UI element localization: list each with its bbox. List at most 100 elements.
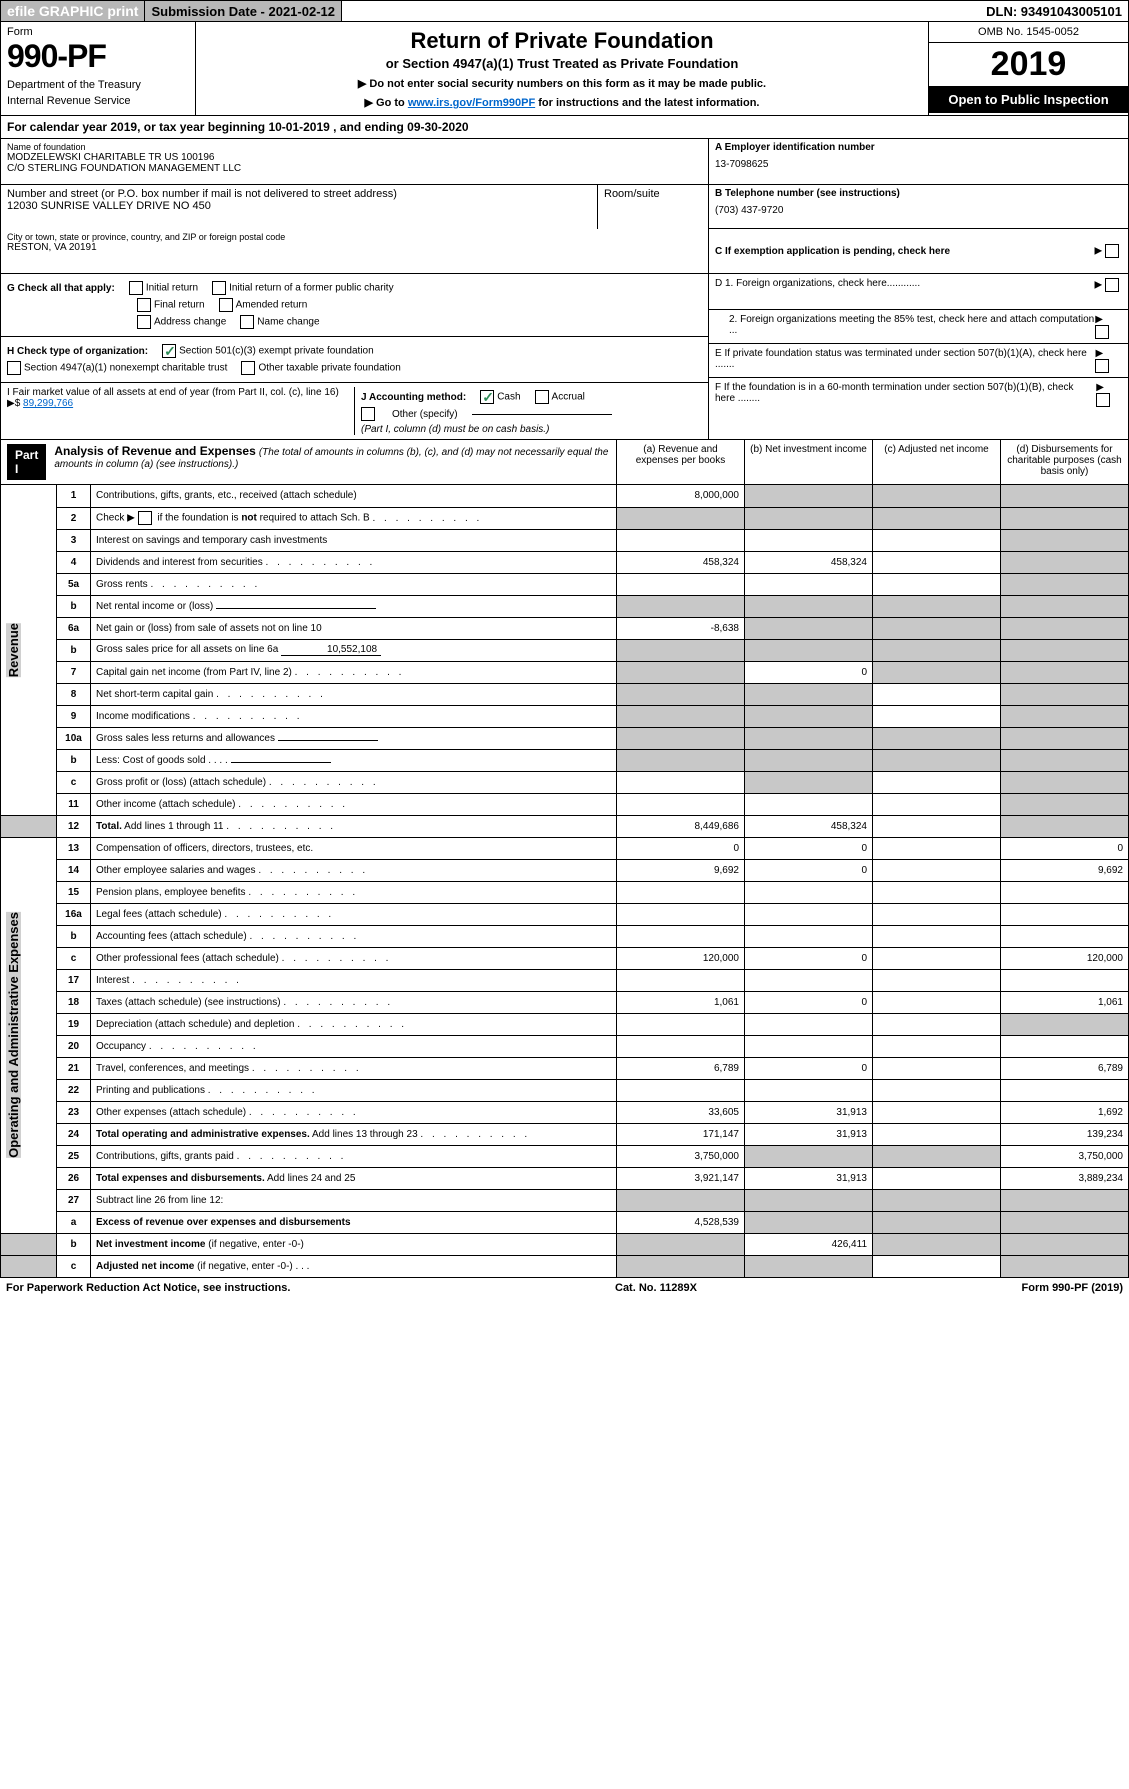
r24-desc: Total operating and administrative expen… — [91, 1123, 617, 1145]
chk-cash[interactable] — [480, 390, 494, 404]
r6a-num: 6a — [57, 617, 91, 639]
chk-amended[interactable] — [219, 298, 233, 312]
c-checkbox[interactable] — [1105, 244, 1119, 258]
chk-final[interactable] — [137, 298, 151, 312]
r17-num: 17 — [57, 969, 91, 991]
row-13: Operating and Administrative Expenses13C… — [1, 837, 1129, 859]
chk-4947[interactable] — [7, 361, 21, 375]
r27a-a: 4,528,539 — [617, 1211, 745, 1233]
city-cell: City or town, state or province, country… — [1, 229, 708, 273]
col-a-hdr: (a) Revenue and expenses per books — [616, 440, 744, 484]
g-section: G Check all that apply: Initial return I… — [1, 274, 708, 337]
r10b-num: b — [57, 749, 91, 771]
r23-desc: Other expenses (attach schedule) — [91, 1101, 617, 1123]
r6b-num: b — [57, 639, 91, 661]
r21-a: 6,789 — [617, 1057, 745, 1079]
lbl-501c3: Section 501(c)(3) exempt private foundat… — [179, 346, 374, 357]
row-11: 11Other income (attach schedule) — [1, 793, 1129, 815]
lbl-other-tax: Other taxable private foundation — [258, 363, 400, 374]
dln: DLN: 93491043005101 — [980, 1, 1128, 21]
col-d-hdr: (d) Disbursements for charitable purpose… — [1000, 440, 1128, 484]
r23-num: 23 — [57, 1101, 91, 1123]
name-2: C/O STERLING FOUNDATION MANAGEMENT LLC — [7, 163, 702, 174]
r24-a: 171,147 — [617, 1123, 745, 1145]
chk-other-method[interactable] — [361, 407, 375, 421]
r6b-inline: 10,552,108 — [281, 644, 381, 656]
d1-checkbox[interactable] — [1105, 278, 1119, 292]
r3-desc: Interest on savings and temporary cash i… — [91, 529, 617, 551]
chk-sch-b[interactable] — [138, 511, 152, 525]
r16c-num: c — [57, 947, 91, 969]
r12-b: 458,324 — [745, 815, 873, 837]
name-label: Name of foundation — [7, 142, 702, 152]
instr-1: ▶ Do not enter social security numbers o… — [202, 77, 922, 90]
irs-link[interactable]: www.irs.gov/Form990PF — [408, 97, 535, 109]
addr-value: 12030 SUNRISE VALLEY DRIVE NO 450 — [7, 200, 591, 212]
r27-desc: Subtract line 26 from line 12: — [91, 1189, 617, 1211]
footer-mid: Cat. No. 11289X — [615, 1282, 697, 1294]
foundation-name-cell: Name of foundation MODZELEWSKI CHARITABL… — [1, 139, 708, 185]
r27-num: 27 — [57, 1189, 91, 1211]
chk-initial[interactable] — [129, 281, 143, 295]
e-cell: E If private foundation status was termi… — [709, 344, 1128, 378]
d2-checkbox[interactable] — [1095, 325, 1109, 339]
r16a-desc: Legal fees (attach schedule) — [91, 903, 617, 925]
chk-other-tax[interactable] — [241, 361, 255, 375]
r13-d: 0 — [1001, 837, 1129, 859]
r12-desc: Total. Add lines 1 through 11 — [91, 815, 617, 837]
open-public: Open to Public Inspection — [929, 86, 1128, 113]
dept-treasury: Department of the Treasury — [7, 79, 189, 91]
chk-initial-former[interactable] — [212, 281, 226, 295]
row-23: 23Other expenses (attach schedule) 33,60… — [1, 1101, 1129, 1123]
col-c-hdr: (c) Adjusted net income — [872, 440, 1000, 484]
r24-num: 24 — [57, 1123, 91, 1145]
chk-name-change[interactable] — [240, 315, 254, 329]
r21-d: 6,789 — [1001, 1057, 1129, 1079]
r8-desc: Net short-term capital gain — [91, 683, 617, 705]
chk-accrual[interactable] — [535, 390, 549, 404]
instr-2: ▶ Go to www.irs.gov/Form990PF for instru… — [202, 96, 922, 109]
r9-num: 9 — [57, 705, 91, 727]
r3-num: 3 — [57, 529, 91, 551]
c-cell: C If exemption application is pending, c… — [709, 229, 1128, 273]
r27a-desc: Excess of revenue over expenses and disb… — [91, 1211, 617, 1233]
ein-label: A Employer identification number — [715, 142, 1122, 153]
r1-d — [1001, 485, 1129, 507]
r26-a: 3,921,147 — [617, 1167, 745, 1189]
check-grid: G Check all that apply: Initial return I… — [0, 274, 1129, 440]
chk-addr-change[interactable] — [137, 315, 151, 329]
address-row: Number and street (or P.O. box number if… — [1, 185, 708, 229]
chk-501c3[interactable] — [162, 344, 176, 358]
name-1: MODZELEWSKI CHARITABLE TR US 100196 — [7, 152, 702, 163]
row-6b: bGross sales price for all assets on lin… — [1, 639, 1129, 661]
lbl-accrual: Accrual — [552, 392, 585, 403]
r6b-desc: Gross sales price for all assets on line… — [91, 639, 617, 661]
r15-num: 15 — [57, 881, 91, 903]
room-label: Room/suite — [604, 188, 702, 200]
r14-b: 0 — [745, 859, 873, 881]
r15-desc: Pension plans, employee benefits — [91, 881, 617, 903]
j-note: (Part I, column (d) must be on cash basi… — [361, 424, 702, 435]
row-18: 18Taxes (attach schedule) (see instructi… — [1, 991, 1129, 1013]
row-16a: 16aLegal fees (attach schedule) — [1, 903, 1129, 925]
r12-a: 8,449,686 — [617, 815, 745, 837]
ein-cell: A Employer identification number 13-7098… — [709, 139, 1128, 185]
r13-desc: Compensation of officers, directors, tru… — [91, 837, 617, 859]
e-checkbox[interactable] — [1095, 359, 1109, 373]
r26-desc: Total expenses and disbursements. Add li… — [91, 1167, 617, 1189]
r26-b: 31,913 — [745, 1167, 873, 1189]
r27b-b: 426,411 — [745, 1233, 873, 1255]
part1-title: Analysis of Revenue and Expenses — [54, 444, 255, 458]
col-b-hdr: (b) Net investment income — [744, 440, 872, 484]
r10b-desc: Less: Cost of goods sold . . . . — [91, 749, 617, 771]
f-checkbox[interactable] — [1096, 393, 1110, 407]
form-header: Form 990-PF Department of the Treasury I… — [0, 22, 1129, 116]
top-bar: efile GRAPHIC print Submission Date - 20… — [0, 0, 1129, 22]
lbl-other-method: Other (specify) — [392, 409, 458, 420]
r27c-desc: Adjusted net income (if negative, enter … — [91, 1255, 617, 1277]
row-12: 12Total. Add lines 1 through 11 8,449,68… — [1, 815, 1129, 837]
r5b-desc: Net rental income or (loss) — [91, 595, 617, 617]
instr2-pre: ▶ Go to — [365, 97, 408, 109]
ij-section: I Fair market value of all assets at end… — [1, 383, 708, 439]
r23-a: 33,605 — [617, 1101, 745, 1123]
